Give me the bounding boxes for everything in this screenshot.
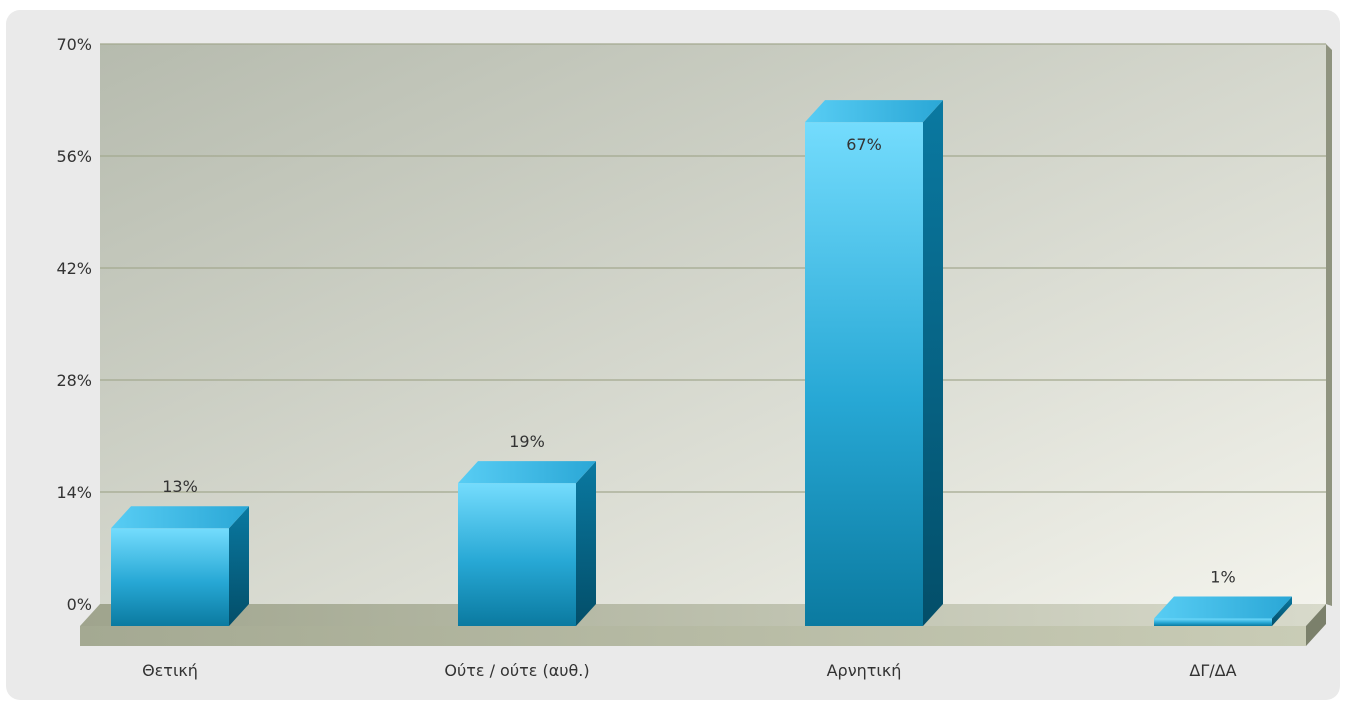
floor-front <box>80 626 1306 646</box>
bar-top <box>458 461 596 484</box>
bars <box>111 100 1292 626</box>
category-labels: Θετική Ούτε / ούτε (αυθ.) Αρνητική ΔΓ/ΔΑ <box>142 661 1237 680</box>
bar-value-label: 13% <box>162 477 198 496</box>
plot-background <box>100 44 1326 604</box>
bar-side <box>1272 596 1292 626</box>
bar-front <box>111 528 229 626</box>
bar-value-label: 1% <box>1210 567 1235 586</box>
y-tick-label: 28% <box>56 371 92 390</box>
floor-top <box>80 604 1326 626</box>
bar-front <box>1154 618 1272 626</box>
value-labels: 13% 19% 67% 1% <box>162 135 1235 586</box>
category-label: Ούτε / ούτε (αυθ.) <box>444 661 589 680</box>
bar-top <box>805 100 943 123</box>
y-tick-label: 0% <box>67 595 92 614</box>
floor-side <box>1306 604 1326 646</box>
bar-side <box>576 461 596 626</box>
y-tick-label: 70% <box>56 35 92 54</box>
gridlines <box>100 43 1326 493</box>
bar-front <box>805 122 923 626</box>
bar <box>805 100 943 626</box>
bar-top <box>1154 596 1292 619</box>
bar-front <box>458 483 576 626</box>
bar-side <box>923 100 943 626</box>
bar-top <box>111 506 249 529</box>
bar <box>458 461 596 626</box>
plot-right-wall <box>1326 44 1332 606</box>
y-tick-label: 14% <box>56 483 92 502</box>
bar <box>111 506 249 626</box>
bar <box>1154 596 1292 626</box>
bar-side <box>229 506 249 626</box>
y-tick-label: 56% <box>56 147 92 166</box>
category-label: Θετική <box>142 661 198 680</box>
category-label: ΔΓ/ΔΑ <box>1189 661 1236 680</box>
y-axis-ticks: 0% 14% 28% 42% 56% 70% <box>56 35 92 614</box>
y-tick-label: 42% <box>56 259 92 278</box>
bar-value-label: 19% <box>509 432 545 451</box>
category-label: Αρνητική <box>827 661 902 680</box>
bar-value-label: 67% <box>846 135 882 154</box>
